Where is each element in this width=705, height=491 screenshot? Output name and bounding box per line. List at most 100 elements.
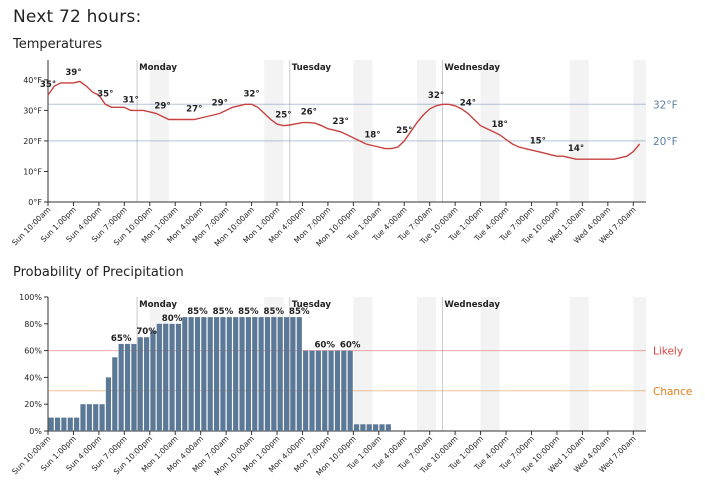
precipitation-bar xyxy=(360,424,366,431)
precipitation-bar xyxy=(334,350,341,431)
precipitation-bar xyxy=(341,350,347,431)
precip-day-label: Monday xyxy=(139,300,177,310)
precipitation-bar xyxy=(74,417,80,431)
precipitation-bar xyxy=(328,350,334,431)
precipitation-bar xyxy=(296,317,302,431)
precipitation-data-label: 65% xyxy=(111,334,132,344)
temp-shade-band xyxy=(633,60,646,202)
precip-y-tick-label: 100% xyxy=(19,293,42,302)
precipitation-bar xyxy=(214,317,220,431)
precipitation-chart-title: Probability of Precipitation xyxy=(13,265,184,280)
temperature-data-label: 26° xyxy=(301,108,317,118)
precipitation-bar xyxy=(252,317,258,431)
temp-shade-band xyxy=(569,60,589,202)
temperature-data-label: 15° xyxy=(530,137,546,147)
precipitation-bar xyxy=(188,317,194,431)
precipitation-bar xyxy=(220,317,226,431)
precipitation-bar xyxy=(80,404,86,431)
precipitation-bar xyxy=(131,343,137,431)
temperature-data-label: 39° xyxy=(65,68,81,78)
precipitation-bar xyxy=(315,350,321,431)
precipitation-bar xyxy=(118,343,124,431)
temperature-data-label: 23° xyxy=(333,117,349,127)
temp-y-tick-label: 0°F xyxy=(28,198,42,207)
precipitation-bar xyxy=(373,424,379,431)
precipitation-bar xyxy=(182,317,188,431)
precipitation-data-label: 60% xyxy=(340,341,361,351)
precipitation-bar xyxy=(156,323,162,431)
temperature-data-label: 29° xyxy=(212,98,228,108)
precipitation-bar xyxy=(258,317,264,431)
temperature-data-label: 29° xyxy=(154,101,170,111)
precipitation-bar xyxy=(385,424,391,431)
temperature-data-label: 18° xyxy=(364,131,380,141)
temp-day-label: Wednesday xyxy=(444,63,500,73)
temperature-line xyxy=(47,80,641,160)
precipitation-bar xyxy=(233,317,239,431)
precipitation-bar xyxy=(283,317,290,431)
temperature-data-label: 18° xyxy=(492,120,508,130)
temperature-data-label: 32° xyxy=(243,89,259,99)
precipitation-bar xyxy=(379,424,385,431)
precipitation-bar xyxy=(264,317,271,431)
temp-y-tick-label: 10°F xyxy=(23,167,42,176)
precip-y-tick-label: 60% xyxy=(24,347,42,356)
precip-shade-band xyxy=(569,297,589,431)
precipitation-bar xyxy=(207,317,213,431)
precip-shade-band xyxy=(480,297,500,431)
page-title: Next 72 hours: xyxy=(13,7,142,27)
temp-y-tick-label: 20°F xyxy=(23,137,42,146)
precipitation-bar xyxy=(271,317,277,431)
precipitation-data-label: 85% xyxy=(187,307,208,317)
precip-y-tick-label: 20% xyxy=(24,400,42,409)
precipitation-data-label: 85% xyxy=(289,307,310,317)
precipitation-bar xyxy=(239,317,245,431)
precip-shade-band xyxy=(353,297,373,431)
temperature-data-label: 24° xyxy=(460,98,476,108)
precipitation-bar xyxy=(245,317,251,431)
precipitation-bar xyxy=(99,404,105,431)
temperature-data-label: 25° xyxy=(275,111,291,121)
temperature-chart-title: Temperatures xyxy=(13,37,103,52)
precipitation-bar xyxy=(290,317,296,431)
precip-reference-label: Likely xyxy=(653,346,683,358)
precip-y-tick-label: 80% xyxy=(24,320,42,329)
precip-shade-band xyxy=(633,297,646,431)
precipitation-bar xyxy=(137,337,143,431)
precipitation-bar xyxy=(93,404,99,431)
temperature-data-label: 27° xyxy=(186,105,202,115)
temp-y-tick-label: 40°F xyxy=(23,76,42,85)
precipitation-bar xyxy=(112,357,118,431)
precipitation-bar xyxy=(61,417,67,431)
temperature-data-label: 31° xyxy=(123,95,139,105)
precipitation-bar xyxy=(366,424,372,431)
precipitation-bar xyxy=(277,317,283,431)
precipitation-bar xyxy=(163,323,169,431)
temperature-chart: Monday Tuesday Wednesday 0°F 10°F 20°F 30°F 40°… xyxy=(10,60,678,249)
precipitation-bar xyxy=(175,323,181,431)
precipitation-bar xyxy=(347,350,353,431)
temp-day-label: Monday xyxy=(139,63,177,73)
precipitation-bar xyxy=(86,404,92,431)
precipitation-bar xyxy=(150,330,156,431)
precipitation-bar xyxy=(353,424,360,431)
precipitation-data-label: 60% xyxy=(314,341,335,351)
precip-shade-band xyxy=(416,297,437,431)
temp-y-tick-label: 30°F xyxy=(23,106,42,115)
precipitation-data-label: 85% xyxy=(213,307,234,317)
temperature-data-label: 35° xyxy=(40,80,56,90)
precipitation-data-label: 80% xyxy=(162,314,183,324)
precipitation-data-label: 70% xyxy=(136,327,157,337)
precipitation-bar xyxy=(309,350,315,431)
precip-y-tick-label: 0% xyxy=(29,427,42,436)
precipitation-bar xyxy=(303,350,309,431)
precip-day-label: Wednesday xyxy=(444,300,500,310)
precipitation-bar xyxy=(105,377,112,431)
precipitation-bar xyxy=(144,337,150,431)
precipitation-bar xyxy=(322,350,328,431)
temp-shade-band xyxy=(264,60,284,202)
precipitation-bar xyxy=(48,417,54,431)
precipitation-bar xyxy=(201,317,207,431)
precipitation-bar xyxy=(54,417,61,431)
